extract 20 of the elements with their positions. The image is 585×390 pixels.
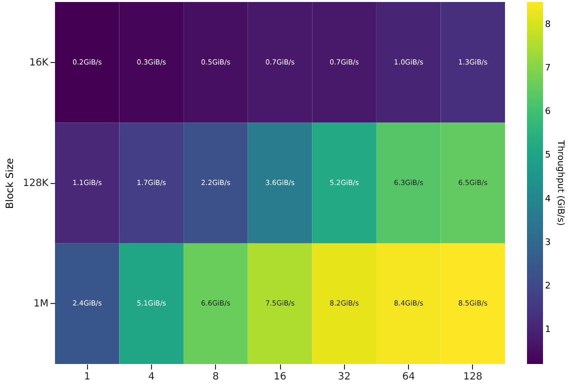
x-tick-label: 4 (148, 372, 155, 382)
x-tick-label: 16 (274, 372, 286, 382)
color-bar-label: 2 (545, 281, 551, 292)
y-tick-label: 128K (22, 178, 49, 189)
color-bar-label: 8 (545, 20, 551, 30)
y-axis-title: Block Size (4, 158, 16, 209)
color-bar-label: 4 (545, 194, 551, 204)
color-bar-label: 6 (545, 107, 551, 118)
y-tick-label: 16K (29, 57, 49, 68)
color-bar-title: Throughput (GiB/s) (555, 139, 565, 226)
x-tick-label: 128 (463, 372, 482, 382)
x-tick-label: 32 (338, 372, 351, 382)
color-bar-label: 3 (545, 238, 551, 248)
x-tick-label: 8 (212, 372, 219, 382)
x-tick-label: 64 (402, 372, 415, 382)
y-tick-label: 1M (34, 298, 48, 310)
color-bar-label: 7 (545, 63, 551, 74)
color-bar-label: 1 (545, 325, 551, 336)
x-tick-label: 1 (84, 372, 90, 382)
color-bar-label: 5 (545, 150, 551, 161)
